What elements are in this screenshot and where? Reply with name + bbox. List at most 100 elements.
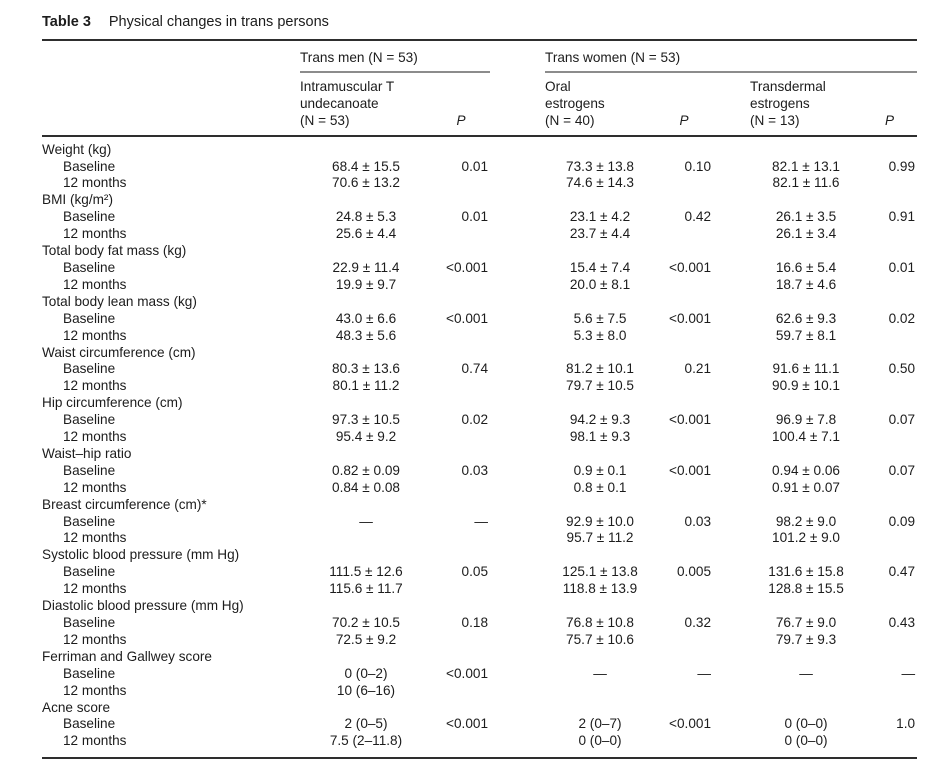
data-row: 12 months 95.7 ± 11.2 101.2 ± 9.0 <box>42 530 917 547</box>
value-cell: 79.7 ± 9.3 <box>775 631 837 647</box>
p-value-cell: 0.43 <box>888 615 916 630</box>
value-cell: 16.6 ± 5.4 <box>775 259 837 275</box>
value-cell: 82.1 ± 13.1 <box>772 158 840 174</box>
value-cell: 131.6 ± 15.8 <box>768 564 844 580</box>
value-cell: 18.7 ± 4.6 <box>775 276 837 292</box>
row-label: Baseline <box>63 513 116 529</box>
section-row: Weight (kg) <box>42 136 917 159</box>
row-label: 12 months <box>63 631 127 647</box>
column-header-p-transdermal-estrogens: P <box>862 72 918 137</box>
group-header-trans-men: Trans men (N = 53) <box>300 41 491 73</box>
table-caption: Table 3 Physical changes in trans persons <box>42 10 917 41</box>
row-label: 12 months <box>63 429 127 445</box>
p-value-cell: <0.001 <box>446 716 489 732</box>
p-value-cell <box>655 733 714 760</box>
data-row: Baseline 2 (0–5) <0.001 2 (0–7) <0.001 0 (0–0… <box>42 716 917 733</box>
row-label: 12 months <box>42 733 300 760</box>
p-value-cell <box>432 378 490 395</box>
value-cell: 0.94 ± 0.06 <box>772 462 840 478</box>
value-cell: — <box>593 665 607 681</box>
p-value-cell: 0.74 <box>461 361 489 377</box>
value-cell: 81.2 ± 10.1 <box>566 361 634 377</box>
section-row: Breast circumference (cm)* <box>42 497 917 514</box>
value-cell: 24.8 ± 5.3 <box>335 209 397 225</box>
section-label: Systolic blood pressure (mm Hg) <box>42 547 240 563</box>
p-value-cell: 0.01 <box>461 158 489 174</box>
p-value-cell <box>655 378 713 395</box>
section-row: Systolic blood pressure (mm Hg) <box>42 547 917 564</box>
value-cell: 22.9 ± 11.4 <box>332 259 400 275</box>
p-value-cell: 0.91 <box>888 209 916 225</box>
value-cell: 91.6 ± 11.1 <box>772 361 840 377</box>
section-row: Hip circumference (cm) <box>42 395 917 412</box>
value-cell <box>300 530 432 547</box>
p-value-cell <box>862 226 917 243</box>
p-value-cell <box>862 632 917 649</box>
value-cell: 70.6 ± 13.2 <box>332 175 400 191</box>
section-row: Total body fat mass (kg) <box>42 243 917 260</box>
value-cell: 20.0 ± 8.1 <box>569 276 631 292</box>
row-label: Baseline <box>63 158 116 174</box>
p-value-cell <box>862 328 917 345</box>
table-number: Table 3 <box>42 14 91 30</box>
row-label: Baseline <box>63 259 116 275</box>
section-label: Acne score <box>42 699 111 715</box>
group-label-trans-women: Trans women (N = 53) <box>545 50 918 73</box>
value-cell: 2 (0–7) <box>578 716 622 732</box>
column-header-line: Intramuscular T <box>300 78 395 94</box>
value-cell: 96.9 ± 7.8 <box>775 412 837 428</box>
section-row: Acne score <box>42 700 917 717</box>
stub-header <box>42 41 300 73</box>
value-cell: 101.2 ± 9.0 <box>772 530 840 546</box>
value-cell: 100.4 ± 7.1 <box>772 429 840 445</box>
column-header-line: P <box>456 112 466 128</box>
table-body: Weight (kg) Baseline 68.4 ± 15.5 0.01 73.3 ±… <box>42 136 918 760</box>
value-cell: 59.7 ± 8.1 <box>775 327 837 343</box>
section-row: Waist circumference (cm) <box>42 345 917 362</box>
value-cell: 0.8 ± 0.1 <box>573 479 627 495</box>
column-header-line: estrogens <box>545 95 605 111</box>
section-label: Waist circumference (cm) <box>42 344 196 360</box>
row-label: 12 months <box>63 378 127 394</box>
p-value-cell <box>432 632 490 649</box>
section-row: Waist–hip ratio <box>42 446 917 463</box>
column-header-line: P <box>885 112 895 128</box>
value-cell: 0 (0–2) <box>344 665 388 681</box>
row-label: 12 months <box>63 226 127 242</box>
data-row: 12 months 115.6 ± 11.7 118.8 ± 13.9 128.8 ±… <box>42 581 917 598</box>
value-cell: 23.7 ± 4.4 <box>569 226 631 242</box>
p-value-cell: <0.001 <box>669 310 712 326</box>
value-cell: 0.84 ± 0.08 <box>332 479 400 495</box>
data-row: Baseline 43.0 ± 6.6 <0.001 5.6 ± 7.5 <0.001 6… <box>42 311 917 328</box>
value-cell: 128.8 ± 15.5 <box>768 581 844 597</box>
value-cell: 7.5 (2–11.8) <box>300 733 432 760</box>
value-cell: 62.6 ± 9.3 <box>775 310 837 326</box>
data-row: Baseline 0 (0–2) <0.001 — — — — <box>42 666 917 683</box>
data-row: 12 months 10 (6–16) <box>42 683 917 700</box>
value-cell: 72.5 ± 9.2 <box>335 631 397 647</box>
p-value-cell <box>862 378 917 395</box>
value-cell: 5.3 ± 8.0 <box>573 327 627 343</box>
value-cell: 76.8 ± 10.8 <box>566 615 634 630</box>
p-value-cell <box>655 530 713 547</box>
section-label: Diastolic blood pressure (mm Hg) <box>42 598 244 614</box>
data-row: Baseline 111.5 ± 12.6 0.05 125.1 ± 13.8 0.00… <box>42 564 917 581</box>
data-row: 12 months 80.1 ± 11.2 79.7 ± 10.5 90.9 ± 10… <box>42 378 917 395</box>
p-value-cell <box>862 683 917 700</box>
p-value-cell <box>862 429 917 446</box>
row-label: Baseline <box>63 716 116 732</box>
value-cell: 95.7 ± 11.2 <box>566 530 634 546</box>
value-cell: 118.8 ± 13.9 <box>562 581 638 597</box>
row-label: Baseline <box>63 412 116 428</box>
p-value-cell <box>432 530 490 547</box>
p-value-cell <box>655 226 713 243</box>
p-value-cell <box>862 530 917 547</box>
row-label: 12 months <box>63 530 127 546</box>
p-value-cell: 0.10 <box>684 158 712 174</box>
p-value-cell: <0.001 <box>446 259 489 275</box>
p-value-cell: 0.01 <box>461 209 489 225</box>
section-label: Breast circumference (cm)* <box>42 496 207 512</box>
column-header-line: undecanoate <box>300 95 379 111</box>
